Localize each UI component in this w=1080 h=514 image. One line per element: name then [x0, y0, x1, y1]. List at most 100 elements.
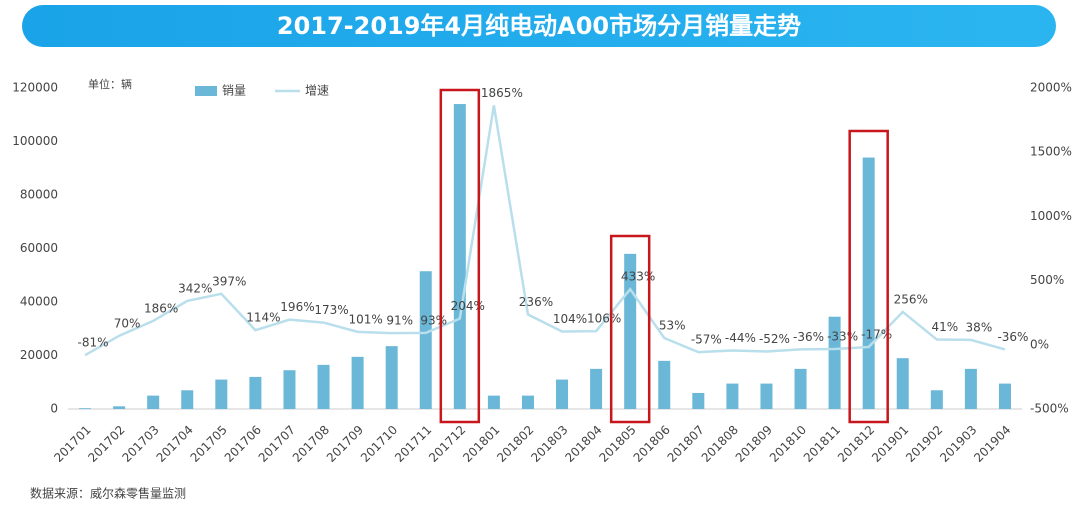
- data-label: 104%: [553, 312, 587, 326]
- data-label: 70%: [114, 316, 141, 330]
- bar: [487, 395, 500, 409]
- data-label: -33%: [827, 330, 858, 344]
- bar: [79, 408, 92, 409]
- data-label: -17%: [861, 327, 892, 341]
- x-tick-label: 201807: [665, 423, 707, 465]
- chart-title: 2017-2019年4月纯电动A00市场分月销量走势: [277, 12, 801, 40]
- data-label: -52%: [759, 332, 790, 346]
- bar: [249, 376, 262, 409]
- y2-tick-label: 500%: [1030, 273, 1064, 287]
- bar: [964, 368, 977, 409]
- data-label: 53%: [659, 318, 686, 332]
- bar: [521, 395, 534, 409]
- highlight-box: [848, 129, 889, 424]
- bar: [147, 395, 160, 409]
- bar: [385, 346, 398, 409]
- x-tick-label: 201705: [188, 423, 230, 465]
- bar: [556, 379, 569, 409]
- bar: [998, 383, 1011, 409]
- bar: [283, 370, 296, 409]
- data-label: 91%: [386, 314, 413, 328]
- x-tick-label: 201708: [290, 423, 332, 465]
- data-label: 397%: [212, 274, 246, 288]
- data-label: 101%: [348, 312, 382, 326]
- data-label: -81%: [78, 336, 109, 350]
- y2-tick-label: 1500%: [1030, 145, 1072, 159]
- y-tick-label: 20000: [20, 348, 58, 362]
- bar: [794, 368, 807, 409]
- y-tick-label: 60000: [20, 241, 58, 255]
- highlight-box: [609, 234, 651, 424]
- x-tick-label: 201904: [971, 423, 1013, 465]
- x-tick-label: 201808: [699, 423, 741, 465]
- bar: [828, 316, 841, 409]
- x-tick-label: 201802: [494, 423, 536, 465]
- bar: [453, 104, 466, 410]
- y-tick-label: 100000: [12, 134, 58, 148]
- y-tick-label: 80000: [20, 188, 58, 202]
- x-tick-label: 201801: [460, 423, 502, 465]
- x-tick-label: 201810: [767, 423, 809, 465]
- x-tick-label: 201812: [835, 423, 877, 465]
- x-tick-label: 201803: [528, 423, 570, 465]
- data-label: -57%: [691, 333, 722, 347]
- source-note: 数据来源：威尔森零售量监测: [30, 486, 186, 501]
- data-label: 1865%: [481, 86, 523, 100]
- x-tick-label: 201710: [358, 423, 400, 465]
- data-label: -44%: [725, 331, 756, 345]
- x-tick-label: 201701: [51, 423, 93, 465]
- bar: [658, 360, 671, 409]
- x-tick-label: 201804: [562, 423, 604, 465]
- x-tick-label: 201706: [222, 423, 264, 465]
- x-tick-label: 201809: [733, 423, 775, 465]
- highlight-box: [439, 88, 481, 424]
- data-label: 342%: [178, 281, 212, 295]
- unit-note: 单位：辆: [88, 77, 132, 91]
- data-label: 106%: [587, 312, 621, 326]
- data-label: 38%: [966, 320, 993, 334]
- data-label: 93%: [420, 313, 447, 327]
- bar: [760, 383, 773, 409]
- bar: [590, 368, 603, 409]
- x-tick-label: 201702: [85, 423, 127, 465]
- data-label: 204%: [451, 299, 485, 313]
- x-tick-label: 201707: [256, 423, 298, 465]
- bar: [113, 406, 126, 409]
- y2-tick-label: 1000%: [1030, 209, 1072, 223]
- bar: [726, 383, 739, 409]
- bar: [181, 390, 194, 409]
- bar: [317, 364, 330, 409]
- data-label: 236%: [519, 295, 553, 309]
- data-label: -36%: [997, 330, 1028, 344]
- data-label: 114%: [246, 311, 280, 325]
- growth-line: [84, 105, 1006, 357]
- x-tick-label: 201703: [119, 423, 161, 465]
- x-tick-label: 201811: [801, 423, 843, 465]
- y-tick-label: 0: [50, 402, 58, 416]
- x-tick-label: 201709: [324, 423, 366, 465]
- bar: [215, 379, 228, 409]
- data-label: 186%: [144, 301, 178, 315]
- y2-tick-label: 2000%: [1030, 81, 1072, 95]
- legend-label: 增速: [305, 84, 329, 98]
- data-label: 196%: [280, 300, 314, 314]
- title-banner: [22, 5, 1056, 47]
- x-tick-label: 201806: [631, 423, 673, 465]
- bar: [896, 358, 909, 409]
- x-tick-label: 201704: [154, 423, 196, 465]
- x-tick-label: 201805: [596, 423, 638, 465]
- data-label: -36%: [793, 330, 824, 344]
- x-tick-label: 201711: [392, 423, 434, 465]
- data-label: 41%: [931, 320, 958, 334]
- legend-label: 销量: [222, 84, 246, 98]
- data-label: 256%: [894, 292, 928, 306]
- data-label: 433%: [621, 270, 655, 284]
- x-tick-label: 201901: [869, 423, 911, 465]
- x-tick-label: 201902: [903, 423, 945, 465]
- x-tick-label: 201712: [426, 423, 468, 465]
- bar: [419, 271, 432, 409]
- y2-tick-label: 0%: [1030, 337, 1049, 351]
- bar: [692, 392, 705, 409]
- y2-tick-label: -500%: [1030, 402, 1069, 416]
